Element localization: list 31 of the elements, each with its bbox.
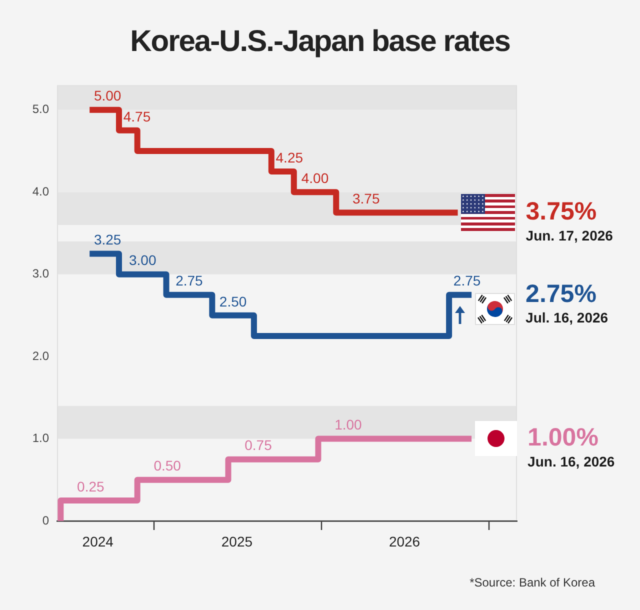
data-label: 0.25 — [77, 478, 105, 494]
annotation: 2.75% — [526, 280, 596, 308]
text: *Source: Bank of Korea — [470, 575, 596, 590]
data-label: 1.00 — [334, 416, 362, 433]
x-tick-label: 2026 — [388, 533, 420, 550]
x-tick-label: 2025 — [221, 533, 253, 550]
data-label: 3.25 — [94, 232, 122, 248]
data-label: 0.75 — [244, 437, 272, 454]
y-tick-label: 1.0 — [32, 431, 50, 446]
chart-title: Korea-U.S.-Japan base rates — [129, 24, 511, 60]
data-label: 2.75 — [176, 272, 204, 289]
data-label: 4.75 — [123, 108, 151, 124]
data-label: 2.50 — [219, 293, 247, 310]
y-tick-label: 0 — [42, 513, 50, 528]
y-tick-label: 3.0 — [32, 266, 50, 281]
annotation: 3.75% — [526, 198, 597, 226]
data-label: 4.00 — [301, 170, 329, 186]
y-tick-label: 4.0 — [32, 184, 50, 198]
x-tick-label: 2024 — [82, 533, 114, 550]
y-tick-label: 5.0 — [32, 102, 50, 116]
data-label: 5.00 — [94, 88, 122, 104]
data-label: 2.75 — [453, 272, 481, 289]
y-tick-label: 2.0 — [32, 348, 50, 363]
text: Jun. 17, 2026 — [526, 228, 614, 244]
annotation: 1.00% — [528, 424, 598, 452]
data-label: 3.75 — [352, 190, 380, 207]
data-label: 4.25 — [276, 149, 304, 166]
data-label: 3.00 — [128, 252, 156, 268]
text: Jun. 16, 2026 — [528, 454, 615, 470]
data-label: 0.50 — [154, 458, 182, 474]
text: Jul. 16, 2026 — [526, 310, 608, 326]
